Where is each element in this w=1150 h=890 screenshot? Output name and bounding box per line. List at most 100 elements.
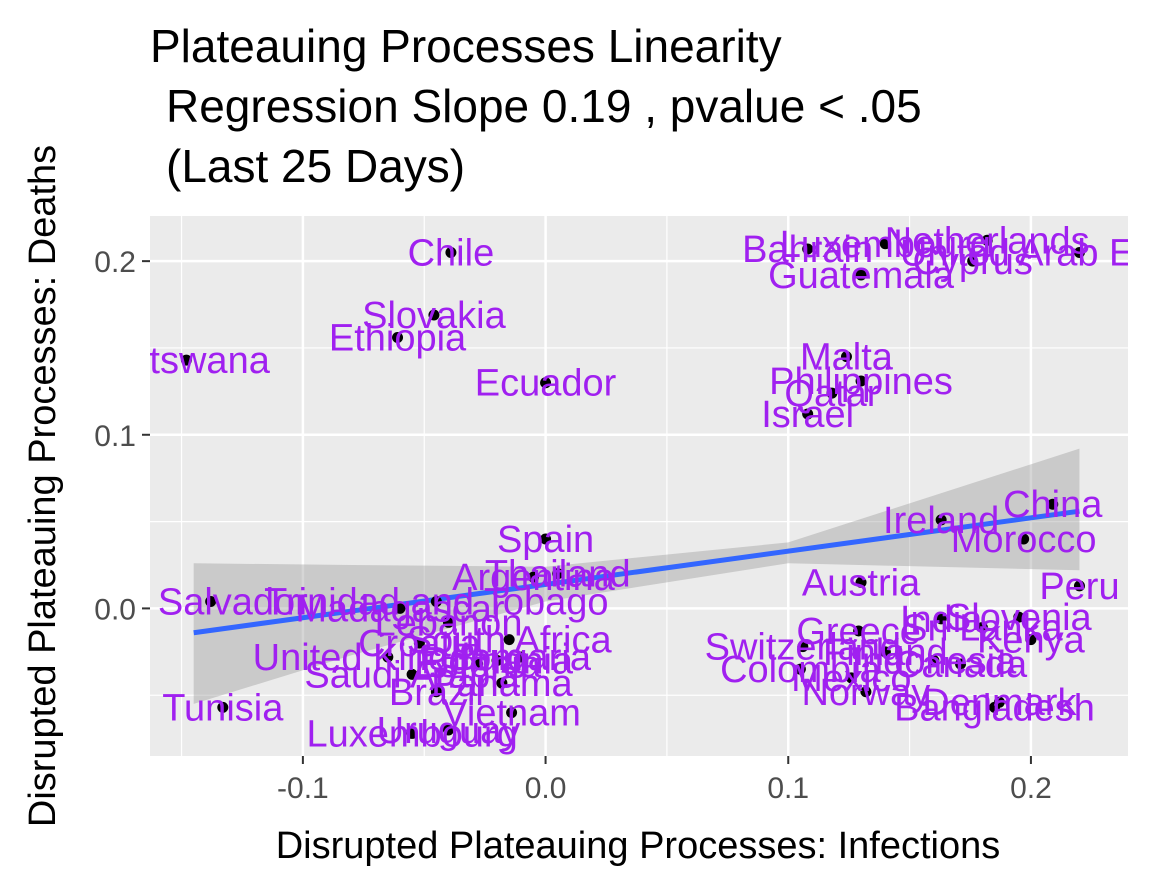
point-label: Mexico (791, 658, 911, 700)
point-label: Slovakia (362, 295, 506, 337)
point-label: Vietnam (442, 693, 581, 735)
point-label: Slovenia (946, 597, 1093, 639)
data-point (506, 707, 518, 719)
data-point (855, 269, 867, 281)
data-point (860, 686, 872, 698)
data-point (794, 663, 806, 675)
x-tick-label: 0.1 (767, 772, 809, 805)
data-point (826, 387, 838, 399)
point-label: Norway (801, 672, 930, 714)
point-label: Finland (823, 632, 948, 674)
point-label: Argentina (452, 557, 616, 599)
point-label: Netherlands (885, 220, 1090, 262)
x-tick-label: 0.0 (525, 772, 567, 805)
data-point (217, 701, 229, 713)
point-label: Spain (497, 519, 594, 561)
data-point (445, 246, 457, 258)
data-point (205, 595, 217, 607)
point-label: Saudi Arabia (304, 654, 520, 696)
data-point (1018, 533, 1030, 545)
point-label: Ireland (883, 500, 999, 542)
data-point (540, 377, 552, 389)
data-point (406, 727, 418, 739)
data-point (955, 658, 967, 670)
data-point (935, 613, 947, 625)
data-point (879, 646, 891, 658)
point-label: Colombia (720, 649, 881, 691)
data-point (430, 595, 442, 607)
point-label: Israel (761, 394, 854, 436)
point-label: Denmark (922, 682, 1077, 724)
point-label: Canada (894, 644, 1028, 686)
data-point (879, 238, 891, 250)
regression-line (193, 508, 1080, 636)
point-label: Luxembourg (306, 713, 517, 755)
data-point (540, 533, 552, 545)
data-point (413, 637, 425, 649)
data-point (845, 672, 857, 684)
data-point (855, 375, 867, 387)
point-label: Ethiopia (329, 318, 467, 360)
point-label: Estonia (414, 644, 542, 686)
data-point (180, 354, 192, 366)
data-point (981, 234, 993, 246)
data-point (515, 651, 527, 663)
data-point (1073, 580, 1085, 592)
x-tick-label: 0.2 (1010, 772, 1052, 805)
point-label: United Arab Emirates (900, 232, 1150, 274)
point-label: Botswana (103, 340, 271, 382)
data-point (840, 351, 852, 363)
data-point (976, 622, 988, 634)
y-axis: 0.0 0.1 0.2 (94, 246, 150, 626)
point-label: Greece (796, 611, 921, 653)
point-label: Sri Lanka (902, 608, 1063, 650)
grid-lines (150, 216, 1128, 756)
data-point (989, 701, 1001, 713)
data-point (855, 576, 867, 588)
point-label: Chile (408, 232, 495, 274)
point-label: Indonesia (851, 641, 1017, 683)
point-label: Uruguay (377, 710, 521, 752)
point-label: Thailand (485, 554, 631, 596)
title-line-3: (Last 25 Days) (166, 140, 465, 192)
point-label: Austria (802, 562, 921, 604)
point-label: Qatar (784, 373, 879, 415)
x-axis-title: Disrupted Plateauing Processes: Infectio… (276, 825, 1001, 867)
point-label: Cyprus (912, 241, 1032, 283)
y-axis-title: Disrupted Plateauing Processes: Deaths (22, 145, 64, 827)
point-label: Trinidad and Tobago (264, 581, 608, 623)
data-point (491, 655, 503, 667)
data-point (1025, 634, 1037, 646)
point-label: India (900, 599, 983, 641)
regression-confidence-band (193, 448, 1080, 704)
point-label: Switzerland (705, 627, 901, 669)
point-label: El Salvador (114, 581, 309, 623)
data-point (472, 658, 484, 670)
point-label: Philippines (769, 361, 953, 403)
point-label: Ecuador (475, 363, 617, 405)
point-label: Luxembourg (780, 224, 991, 266)
title-line-1: Plateauing Processes Linearity (150, 20, 782, 72)
point-label: Madagascar (295, 588, 504, 630)
data-point (928, 655, 940, 667)
point-label: Croatia (358, 623, 481, 665)
data-point (527, 571, 539, 583)
data-point (802, 408, 814, 420)
data-point (382, 651, 394, 663)
point-label: Tunisia (162, 687, 284, 729)
point-label: Morocco (951, 519, 1097, 561)
point-label: Lebanon (375, 602, 523, 644)
x-axis: -0.1 0.0 0.1 0.2 (277, 756, 1052, 805)
data-point (1047, 498, 1059, 510)
point-label: South Africa (407, 620, 613, 662)
data-point (394, 602, 406, 614)
point-label: Romania (421, 641, 574, 683)
data-point (853, 625, 865, 637)
point-label: China (1003, 484, 1103, 526)
data-point (430, 686, 442, 698)
data-point (428, 309, 440, 321)
y-tick-label: 0.2 (94, 246, 136, 279)
x-tick-label: -0.1 (277, 772, 329, 805)
